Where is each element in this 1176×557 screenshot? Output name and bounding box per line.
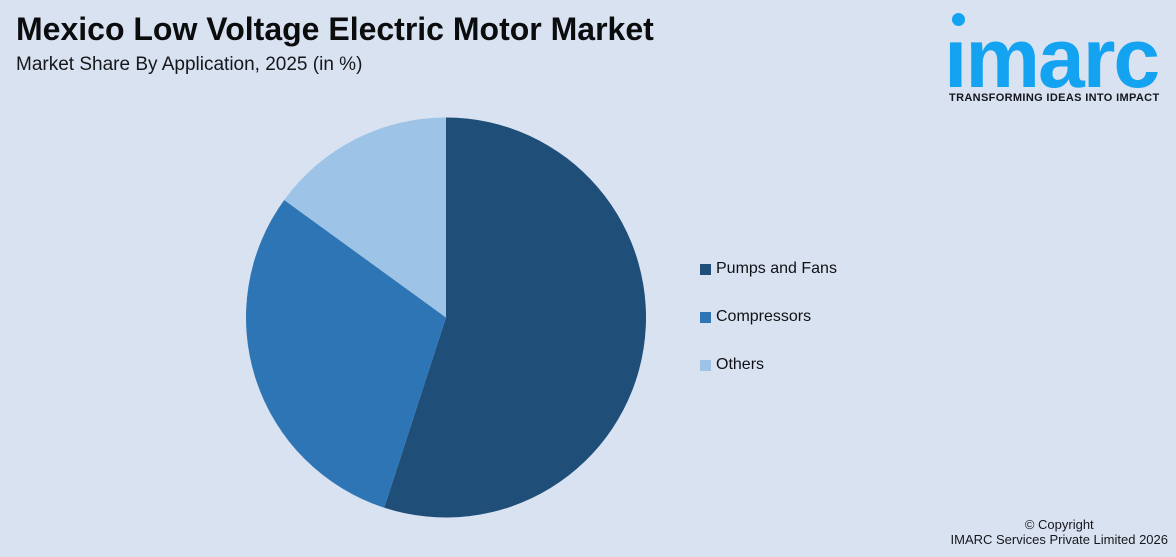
- legend-swatch-others: [700, 359, 711, 371]
- legend-label-others: Others: [716, 356, 765, 373]
- pie-slice-compressors: [246, 199, 446, 508]
- copyright-notice: © Copyright IMARC Services Private Limit…: [951, 517, 1168, 547]
- imarc-tagline: TRANSFORMING IDEAS INTO IMPACT: [949, 92, 1160, 104]
- imarc-logo: ımarc TRANSFORMING IDEAS INTO IMPACT: [943, 0, 1176, 112]
- page-subtitle: Market Share By Application, 2025 (in %): [16, 54, 363, 75]
- legend-item-pumps-and-fans: Pumps and Fans: [700, 259, 837, 279]
- legend-item-compressors: Compressors: [700, 307, 837, 327]
- pie-chart: [246, 117, 647, 518]
- legend-swatch-compressors: [700, 311, 711, 323]
- copyright-line1: © Copyright: [1024, 517, 1094, 532]
- page-title: Mexico Low Voltage Electric Motor Market: [16, 11, 654, 47]
- copyright-line2: IMARC Services Private Limited 2026: [950, 532, 1168, 547]
- legend-label-compressors: Compressors: [716, 308, 812, 325]
- chart-header: Mexico Low Voltage Electric Motor Market…: [16, 11, 654, 76]
- legend-label-pumps-and-fans: Pumps and Fans: [716, 260, 837, 277]
- legend-item-others: Others: [700, 355, 837, 375]
- imarc-logo-dot-icon: [952, 13, 965, 26]
- pie-slice-others: [284, 117, 446, 318]
- imarc-wordmark: ımarc: [944, 11, 1160, 105]
- legend-swatch-pumps-and-fans: [700, 263, 711, 275]
- chart-legend: Pumps and Fans Compressors Others: [700, 259, 837, 375]
- pie-slice-pumps-and-fans: [384, 117, 647, 518]
